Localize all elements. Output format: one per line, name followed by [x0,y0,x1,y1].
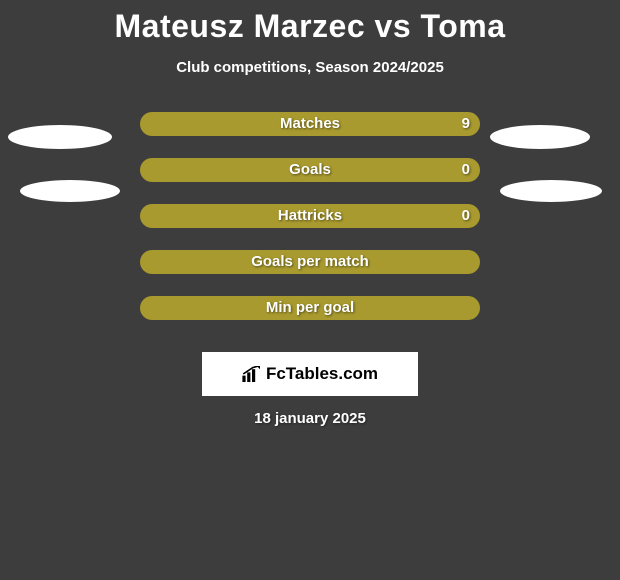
stat-row: Goals per match [0,250,620,296]
stat-bar: Goals per match [140,250,480,274]
logo: FcTables.com [242,364,378,384]
stat-rows: Matches9Goals0Hattricks0Goals per matchM… [0,112,620,342]
date-text: 18 january 2025 [0,410,620,427]
logo-box: FcTables.com [202,352,418,396]
stat-label: Goals per match [140,250,480,274]
stat-bar: Matches9 [140,112,480,136]
stat-row: Matches9 [0,112,620,158]
stat-label: Goals [140,158,480,182]
stat-bar: Hattricks0 [140,204,480,228]
stat-bar: Min per goal [140,296,480,320]
stat-label: Hattricks [140,204,480,228]
chart-icon [242,366,262,382]
subtitle: Club competitions, Season 2024/2025 [0,59,620,76]
stat-label: Min per goal [140,296,480,320]
stat-label: Matches [140,112,480,136]
stat-value: 0 [462,204,470,228]
stat-row: Goals0 [0,158,620,204]
stat-row: Min per goal [0,296,620,342]
stat-bar: Goals0 [140,158,480,182]
page-title: Mateusz Marzec vs Toma [0,0,620,45]
stat-value: 9 [462,112,470,136]
stat-value: 0 [462,158,470,182]
stat-row: Hattricks0 [0,204,620,250]
logo-text: FcTables.com [266,364,378,384]
